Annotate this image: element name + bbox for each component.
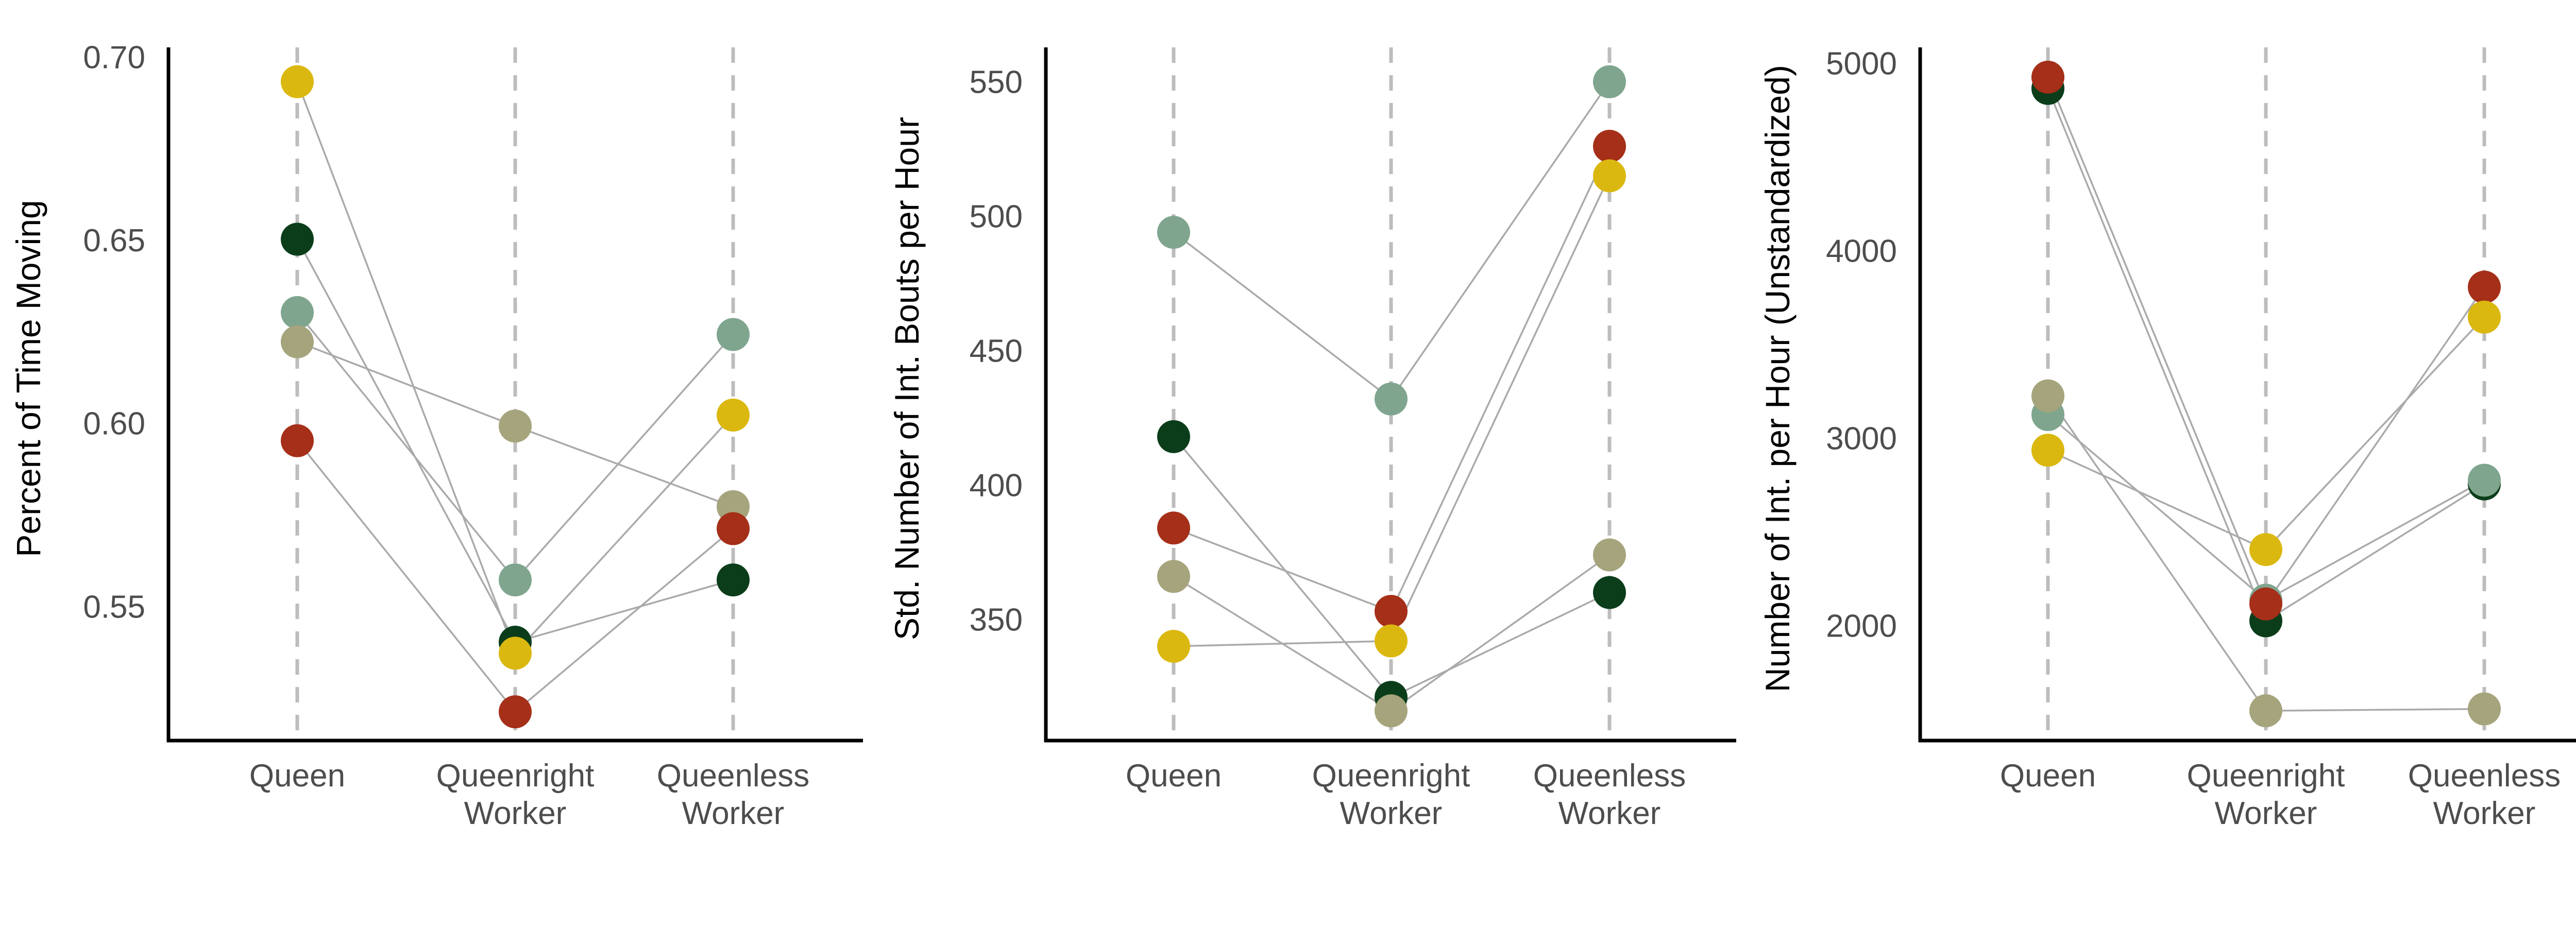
y-tick-label: 400 [970, 468, 1023, 503]
data-point [2468, 692, 2501, 726]
data-point [2249, 694, 2282, 728]
y-axis-title: Std. Number of Int. Bouts per Hour [888, 117, 926, 640]
x-category-label: Queenless [1533, 758, 1686, 794]
x-category-label: Worker [2433, 796, 2536, 831]
data-point [1375, 382, 1408, 416]
x-category-label: Queen [249, 758, 345, 794]
y-tick-label: 5000 [1826, 46, 1897, 81]
x-category-label: Queenright [2187, 758, 2345, 794]
y-axis-title: Number of Int. per Hour (Unstandardized) [1758, 65, 1797, 692]
data-point [281, 325, 314, 358]
data-point [1593, 576, 1626, 609]
data-point [281, 222, 314, 256]
x-category-label: Worker [2215, 796, 2317, 831]
data-point [717, 512, 750, 545]
data-point [281, 296, 314, 329]
x-category-label: Queenright [1312, 758, 1470, 794]
data-point [2468, 270, 2501, 304]
data-point [2031, 379, 2064, 413]
data-point [281, 65, 314, 98]
data-point [499, 409, 532, 443]
data-point [717, 318, 750, 351]
y-tick-label: 0.70 [83, 40, 145, 75]
data-point [2031, 60, 2064, 94]
y-tick-label: 500 [970, 199, 1023, 234]
data-point [2468, 300, 2501, 334]
data-point [1157, 216, 1190, 249]
x-category-label: Queenless [2408, 758, 2561, 794]
y-axis-title: Percent of Time Moving [9, 200, 47, 557]
series-connector-line [2047, 316, 2485, 551]
x-category-label: Worker [1558, 796, 1661, 831]
data-point [1157, 629, 1190, 663]
y-tick-label: 0.55 [83, 589, 145, 625]
data-point [1593, 65, 1626, 98]
series-connector-line [1173, 81, 1611, 401]
x-category-label: Worker [1340, 796, 1443, 831]
y-tick-label: 4000 [1826, 233, 1897, 269]
y-tick-label: 0.60 [83, 406, 145, 442]
y-tick-label: 3000 [1826, 421, 1897, 456]
x-category-label: Queen [2000, 758, 2096, 794]
data-point [499, 563, 532, 597]
data-point [717, 563, 750, 597]
data-point [499, 637, 532, 670]
data-point [2031, 434, 2064, 467]
data-point [2249, 587, 2282, 621]
x-category-label: Queenless [657, 758, 809, 794]
data-point [1375, 595, 1408, 628]
data-point [281, 424, 314, 457]
data-point [1157, 511, 1190, 545]
data-point [1157, 420, 1190, 453]
data-point [1593, 538, 1626, 572]
y-tick-label: 450 [970, 333, 1023, 369]
y-tick-label: 0.65 [83, 223, 145, 259]
y-tick-label: 550 [970, 64, 1023, 100]
data-point [1593, 159, 1626, 193]
data-point [717, 398, 750, 432]
data-point [1157, 560, 1190, 593]
x-category-label: Worker [464, 796, 567, 831]
data-point [1593, 130, 1626, 163]
x-category-label: Queen [1126, 758, 1222, 794]
x-category-label: Queenright [436, 758, 595, 794]
data-point [2468, 464, 2501, 497]
y-tick-label: 2000 [1826, 608, 1897, 644]
data-point [499, 695, 532, 729]
y-tick-label: 350 [970, 602, 1023, 638]
data-point [1375, 694, 1408, 728]
data-point [1375, 624, 1408, 658]
data-point [2249, 533, 2282, 566]
x-category-label: Worker [682, 796, 785, 831]
